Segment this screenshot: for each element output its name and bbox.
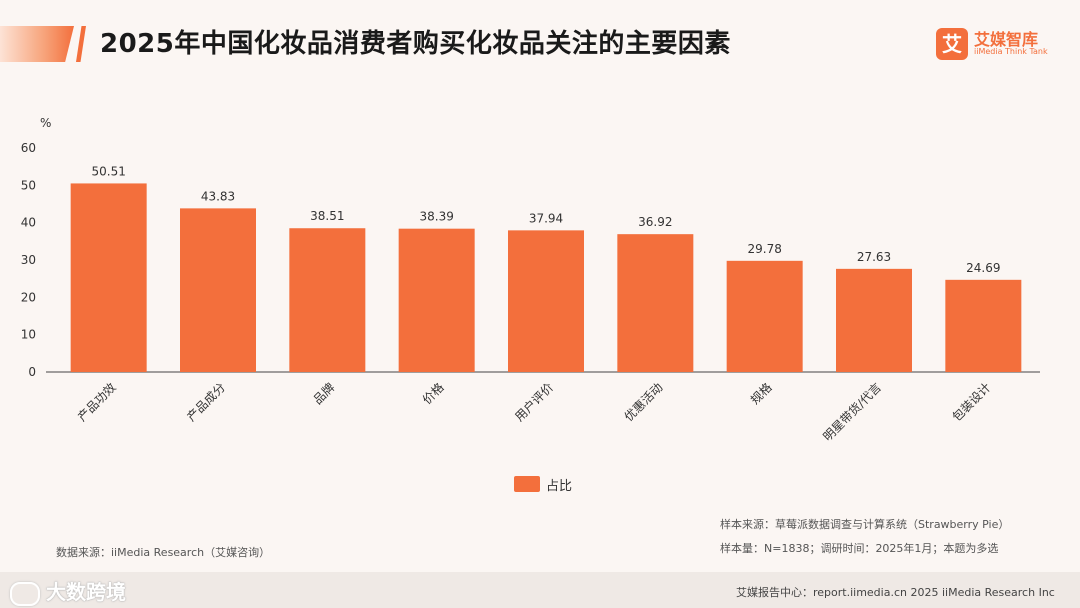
logo-name-en: iiMedia Think Tank bbox=[974, 47, 1048, 56]
page-title: 2025年中国化妆品消费者购买化妆品关注的主要因素 bbox=[100, 29, 731, 59]
bar bbox=[617, 234, 694, 372]
legend-label: 占比 bbox=[546, 479, 573, 494]
x-tick-label: 优惠活动 bbox=[622, 380, 666, 424]
x-tick-label: 价格 bbox=[419, 380, 447, 408]
watermark-text: 大数跨境 bbox=[46, 580, 126, 604]
bar bbox=[726, 260, 803, 372]
data-source: 数据来源：iiMedia Research（艾媒咨询） bbox=[56, 546, 271, 559]
bar-data-label: 24.69 bbox=[966, 261, 1000, 275]
bar-data-label: 37.94 bbox=[529, 211, 563, 225]
y-tick-label: 20 bbox=[21, 290, 36, 304]
x-tick-label: 用户评价 bbox=[512, 380, 557, 425]
bar bbox=[398, 228, 475, 372]
y-tick-label: 50 bbox=[21, 178, 36, 192]
bar-chart: % 0 10 20 30 40 50 60 50.51 产品功效 43.83 产品成分 38.51 品牌 3… bbox=[21, 116, 1040, 444]
bar-data-label: 38.51 bbox=[310, 209, 344, 223]
bar bbox=[508, 230, 584, 372]
header-accent-bar bbox=[0, 26, 74, 62]
logo-name-cn: 艾媒智库 bbox=[974, 30, 1039, 49]
sample-source: 样本来源：草莓派数据调查与计算系统（Strawberry Pie） bbox=[720, 518, 1010, 531]
x-tick-label: 品牌 bbox=[311, 380, 338, 407]
x-tick-label: 产品成分 bbox=[184, 380, 228, 424]
sample-info: 样本量：N=1838；调研时间：2025年1月；本题为多选 bbox=[720, 542, 999, 555]
bar bbox=[70, 183, 147, 372]
y-tick-label: 0 bbox=[28, 365, 36, 379]
bar bbox=[945, 279, 1022, 372]
bar-data-label: 50.51 bbox=[91, 164, 125, 178]
x-tick-label: 产品功效 bbox=[74, 380, 119, 425]
legend-swatch bbox=[514, 476, 540, 492]
bar-data-label: 29.78 bbox=[747, 242, 781, 256]
bar-data-label: 27.63 bbox=[857, 250, 891, 264]
y-tick-label: 60 bbox=[21, 141, 36, 155]
y-tick-label: 30 bbox=[21, 253, 36, 267]
bottom-strip bbox=[0, 572, 1080, 608]
x-tick-label: 明星带货/代言 bbox=[820, 380, 884, 444]
y-axis-unit-label: % bbox=[40, 116, 51, 130]
logo-icon: 艾 bbox=[936, 28, 968, 60]
brand-logo: 艾 艾媒智库 iiMedia Think Tank bbox=[936, 26, 1076, 62]
header-accent-slash bbox=[76, 26, 86, 62]
watermark: 大数跨境 bbox=[10, 576, 126, 606]
y-tick-label: 10 bbox=[21, 328, 36, 342]
watermark-icon bbox=[10, 581, 40, 606]
bar bbox=[836, 268, 912, 372]
x-tick-label: 包装设计 bbox=[950, 380, 994, 424]
bar bbox=[180, 208, 256, 372]
bar bbox=[289, 228, 366, 372]
report-center: 艾媒报告中心：report.iimedia.cn 2025 iiMedia Re… bbox=[736, 586, 1055, 599]
y-tick-label: 40 bbox=[21, 216, 36, 230]
header: 2025年中国化妆品消费者购买化妆品关注的主要因素 艾 艾媒智库 iiMedia… bbox=[0, 0, 1080, 80]
bar-data-label: 38.39 bbox=[419, 210, 453, 224]
bar-data-label: 43.83 bbox=[201, 189, 235, 203]
x-tick-label: 规格 bbox=[747, 380, 775, 408]
bar-data-label: 36.92 bbox=[638, 215, 672, 229]
